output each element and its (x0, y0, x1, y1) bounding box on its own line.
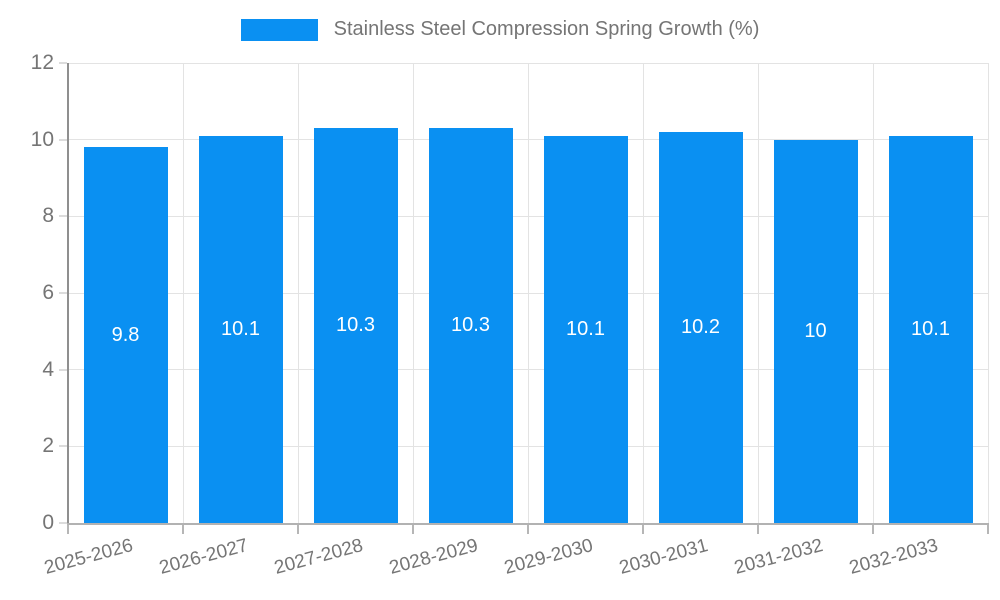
y-axis-tick (59, 445, 67, 448)
x-axis-tick (182, 523, 184, 534)
v-gridline (757, 63, 759, 523)
plot-area: 9.8 10.1 10.3 10.3 10.1 10.2 10 10.1 (68, 62, 989, 523)
y-axis-tick (59, 62, 67, 64)
bar-value-label: 10.2 (681, 316, 720, 338)
legend-label: Stainless Steel Compression Spring Growt… (333, 18, 760, 40)
bar[interactable]: 9.8 (83, 147, 168, 523)
y-axis-tick (59, 522, 67, 524)
x-axis-tick (872, 523, 874, 534)
x-axis-tick-label: 2029-2030 (501, 535, 595, 579)
x-axis-tick-label: 2028-2029 (386, 535, 480, 579)
bar-value-label: 10.1 (566, 317, 605, 340)
bar[interactable]: 10.1 (198, 135, 283, 523)
y-axis-tick-label: 2 (42, 434, 54, 458)
bar[interactable]: 10.1 (888, 135, 973, 523)
y-axis-tick-label: 6 (42, 281, 54, 304)
x-axis-tick-label: 2027-2028 (271, 535, 365, 579)
bar-value-label: 10.1 (911, 317, 950, 340)
x-axis-tick-label: 2025-2026 (41, 535, 135, 579)
chart-legend[interactable]: Stainless Steel Compression Spring Growt… (0, 18, 1000, 41)
bar-value-label: 10.1 (221, 317, 260, 340)
v-gridline (642, 63, 644, 523)
bar[interactable]: 10.2 (658, 132, 743, 523)
bar-value-label: 10.3 (451, 314, 490, 337)
x-axis-tick-label: 2032-2033 (846, 535, 940, 579)
x-axis-tick (297, 523, 299, 534)
x-axis-tick-label: 2030-2031 (616, 535, 710, 579)
x-axis-tick (642, 523, 644, 534)
x-axis-tick (987, 523, 989, 534)
v-gridline (182, 63, 184, 523)
legend-swatch-icon (240, 18, 318, 41)
bar-value-label: 10 (804, 319, 827, 342)
y-axis-tick (59, 292, 67, 294)
y-axis-tick-label: 4 (42, 357, 54, 381)
x-axis-tick-label: 2026-2027 (156, 535, 250, 579)
x-axis-tick (67, 523, 69, 534)
y-axis-tick-label: 10 (30, 127, 54, 151)
x-axis-line (67, 523, 989, 525)
v-gridline (297, 63, 299, 523)
x-axis-tick (527, 523, 529, 534)
bar[interactable]: 10.3 (428, 128, 513, 523)
bar-value-label: 10.3 (336, 314, 375, 337)
bar-value-label: 9.8 (111, 323, 140, 346)
v-gridline (412, 63, 414, 523)
y-axis-line (67, 63, 69, 525)
bar[interactable]: 10 (773, 139, 858, 523)
y-axis-tick (59, 215, 67, 218)
y-axis-tick-label: 0 (42, 511, 54, 534)
x-axis-tick-label: 2031-2032 (731, 535, 825, 579)
x-axis-tick (412, 523, 414, 534)
bar[interactable]: 10.1 (543, 135, 628, 523)
v-gridline (527, 63, 529, 523)
y-axis-tick-label: 8 (42, 204, 54, 228)
y-axis-tick-label: 12 (30, 51, 54, 74)
x-axis-tick (757, 523, 759, 534)
y-axis-tick (59, 368, 67, 371)
y-axis-tick (59, 138, 67, 141)
v-gridline (872, 63, 874, 523)
bar[interactable]: 10.3 (313, 128, 398, 523)
v-gridline (987, 63, 989, 523)
